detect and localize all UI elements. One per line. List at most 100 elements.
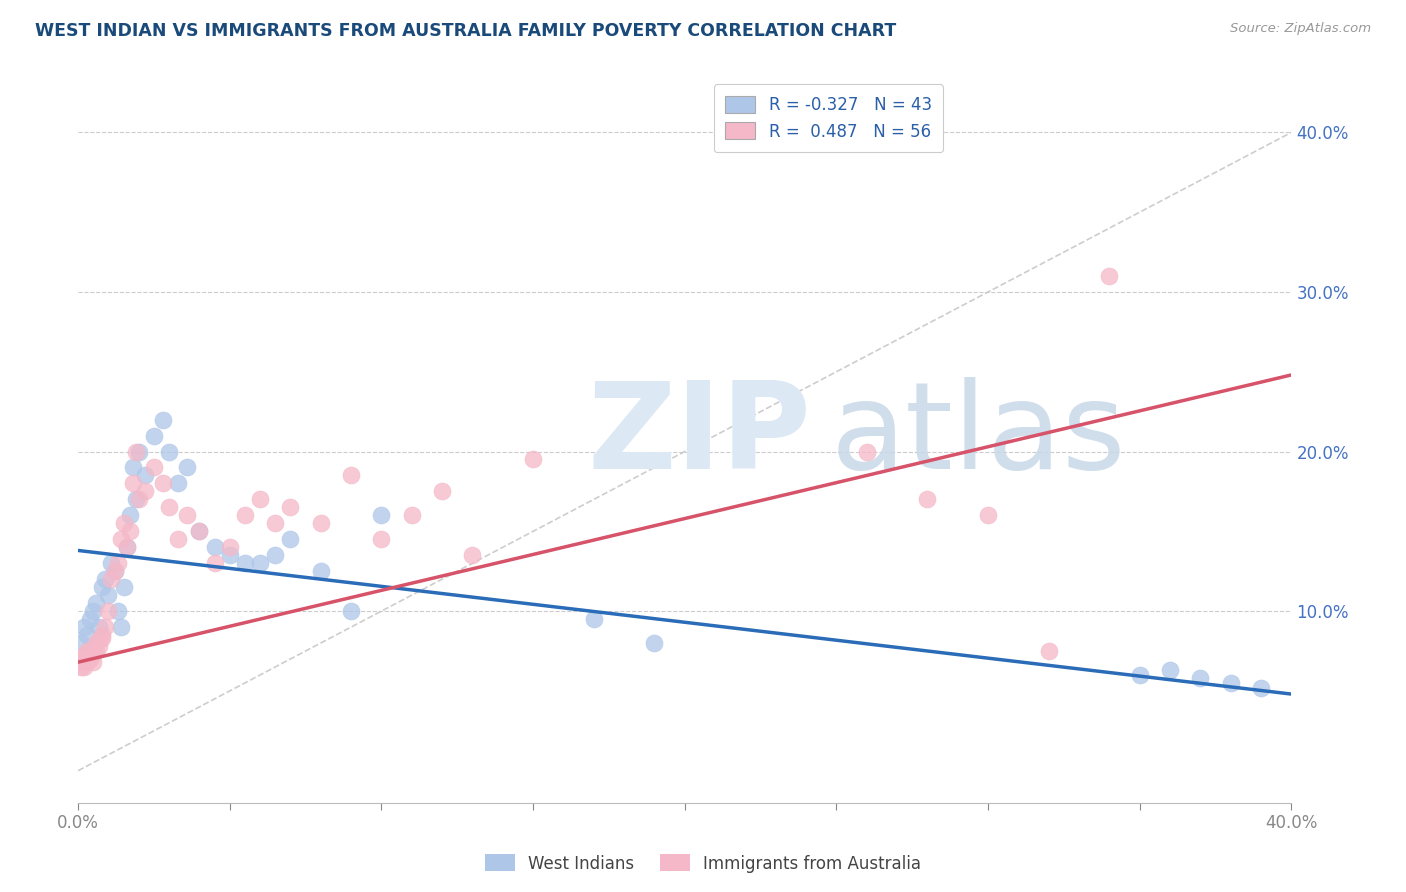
Legend: R = -0.327   N = 43, R =  0.487   N = 56: R = -0.327 N = 43, R = 0.487 N = 56 (714, 84, 943, 153)
Point (125, 444, 148, 458)
Point (309, 564, 332, 578)
Point (91, 631, 114, 645)
Legend: West Indians, Immigrants from Australia: West Indians, Immigrants from Australia (478, 847, 928, 880)
Point (204, 556, 226, 570)
Point (97, 588, 120, 602)
Point (82, 655, 104, 669)
Point (91, 628, 114, 642)
Point (176, 460, 198, 475)
Point (76, 644, 98, 658)
Point (977, 508, 1000, 523)
Text: ZIP: ZIP (588, 377, 811, 494)
Point (340, 468, 363, 483)
Point (128, 444, 150, 458)
Text: WEST INDIAN VS IMMIGRANTS FROM AUSTRALIA FAMILY POVERTY CORRELATION CHART: WEST INDIAN VS IMMIGRANTS FROM AUSTRALIA… (35, 22, 897, 40)
Point (249, 492, 271, 507)
Point (112, 580, 135, 594)
Point (142, 460, 165, 475)
Text: atlas: atlas (831, 377, 1126, 494)
Point (107, 556, 129, 570)
Point (76, 655, 98, 669)
Point (340, 604, 363, 618)
Point (264, 548, 287, 562)
Point (73, 648, 96, 663)
Point (461, 548, 484, 562)
Point (103, 564, 125, 578)
Point (79, 652, 101, 666)
Point (79, 644, 101, 658)
Point (280, 533, 302, 547)
Point (370, 508, 392, 523)
Point (152, 412, 174, 426)
Point (73, 660, 96, 674)
Point (401, 508, 423, 523)
Point (112, 516, 135, 531)
Point (76, 652, 98, 666)
Point (73, 652, 96, 666)
Point (110, 620, 132, 634)
Point (82, 647, 104, 661)
Point (264, 516, 287, 531)
Point (233, 556, 256, 570)
Point (157, 444, 180, 458)
Point (115, 541, 138, 555)
Point (188, 524, 211, 539)
Point (89, 632, 111, 647)
Point (134, 484, 156, 499)
Point (1129, 668, 1152, 682)
Point (582, 612, 605, 626)
Point (1098, 268, 1121, 283)
Point (917, 492, 939, 507)
Point (522, 452, 544, 467)
Point (76, 628, 98, 642)
Point (249, 556, 271, 570)
Point (157, 500, 180, 515)
Point (152, 476, 174, 491)
Point (70, 652, 93, 666)
Text: Source: ZipAtlas.com: Source: ZipAtlas.com (1230, 22, 1371, 36)
Point (188, 524, 211, 539)
Point (430, 484, 453, 499)
Point (89, 639, 111, 653)
Point (121, 476, 143, 491)
Point (100, 572, 122, 586)
Point (1219, 676, 1241, 690)
Point (115, 541, 138, 555)
Point (86, 596, 108, 610)
Point (218, 541, 240, 555)
Point (100, 556, 122, 570)
Point (86, 636, 108, 650)
Point (176, 508, 198, 523)
Point (142, 428, 165, 442)
Point (1159, 663, 1181, 677)
Point (643, 636, 665, 650)
Point (370, 533, 392, 547)
Point (97, 604, 120, 618)
Point (233, 508, 256, 523)
Point (128, 492, 150, 507)
Point (134, 468, 156, 483)
Point (110, 533, 132, 547)
Point (280, 500, 302, 515)
Point (89, 620, 111, 634)
Point (118, 524, 141, 539)
Point (1189, 671, 1212, 685)
Point (94, 572, 117, 586)
Point (73, 620, 96, 634)
Point (79, 612, 101, 626)
Point (103, 564, 125, 578)
Point (70, 660, 93, 674)
Point (121, 460, 143, 475)
Point (204, 541, 226, 555)
Point (70, 636, 93, 650)
Point (1038, 644, 1060, 658)
Point (82, 604, 104, 618)
Point (855, 444, 877, 458)
Point (86, 644, 108, 658)
Point (107, 604, 129, 618)
Point (167, 476, 190, 491)
Point (218, 548, 240, 562)
Point (91, 580, 114, 594)
Point (167, 533, 190, 547)
Point (309, 516, 332, 531)
